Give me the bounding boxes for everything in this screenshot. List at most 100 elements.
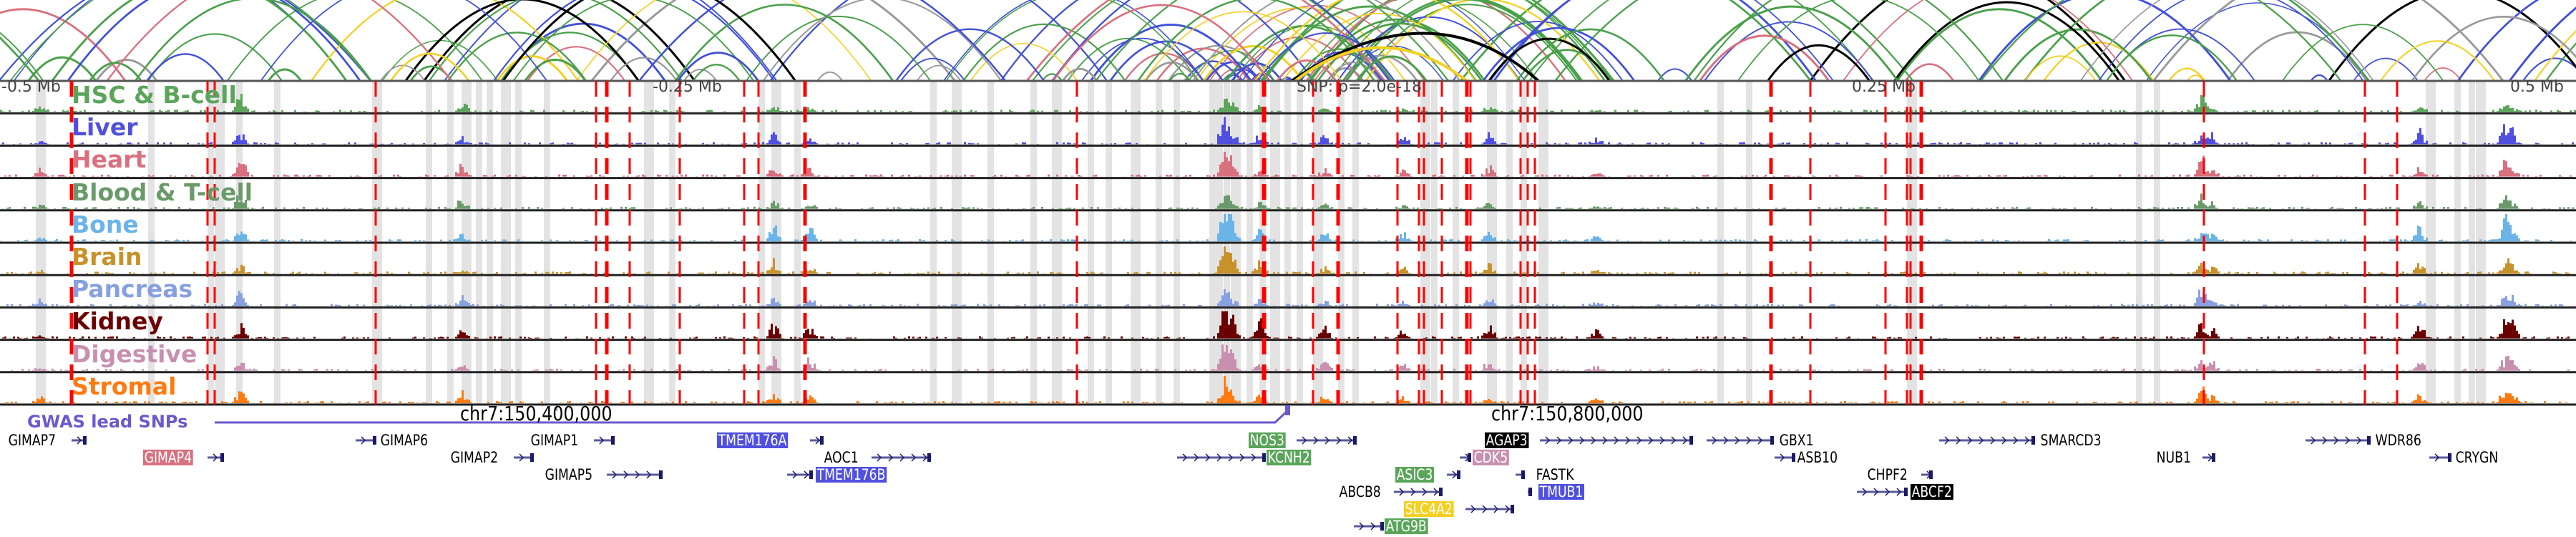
interaction-arc <box>1169 72 1191 82</box>
strand-arrow <box>1636 436 1642 445</box>
gene-label[interactable]: TMEM176B <box>816 466 887 483</box>
gene-exon <box>1521 470 1525 479</box>
strand-arrow <box>1926 470 1932 479</box>
interaction-arc <box>576 0 872 82</box>
strand-arrow <box>1614 436 1619 445</box>
strand-arrow <box>612 470 618 479</box>
gene-label[interactable]: SLC4A2 <box>1404 500 1454 518</box>
strand-arrow <box>1194 453 1199 462</box>
strand-arrow <box>2434 453 2440 462</box>
strand-arrow <box>519 453 525 462</box>
axis-tick: 0.25 Mb <box>1852 78 1916 96</box>
strand-arrow <box>1579 436 1585 445</box>
gene-exon <box>927 453 931 462</box>
strand-arrow <box>911 453 917 462</box>
interaction-arc <box>147 33 283 82</box>
track-label: Pancreas <box>72 275 193 304</box>
interaction-arc <box>2509 6 2576 82</box>
gene-exon <box>611 436 615 445</box>
gene-label[interactable]: CRYGN <box>2455 449 2499 466</box>
strand-arrow <box>1239 453 1245 462</box>
track-label: Digestive <box>72 339 197 368</box>
interaction-arc <box>0 32 44 82</box>
gene-label[interactable]: CDK5 <box>1473 449 1509 466</box>
strand-arrow <box>1359 522 1365 531</box>
strand-arrow <box>1735 436 1740 445</box>
gene-label[interactable]: TMEM176A <box>717 432 789 449</box>
gwas-snp-link <box>215 405 1289 424</box>
signal-track <box>0 151 2576 180</box>
interaction-arc <box>945 0 1199 82</box>
gene-label[interactable]: AOC1 <box>824 449 859 466</box>
strand-arrow <box>1216 453 1222 462</box>
interaction-arc <box>2380 40 2496 82</box>
interaction-arc <box>1345 0 1581 82</box>
gene-label[interactable]: GIMAP5 <box>545 466 593 483</box>
strand-arrow <box>646 470 652 479</box>
interaction-arc <box>1452 21 1624 82</box>
interaction-arc <box>1144 62 1199 82</box>
interaction-arc <box>674 4 894 82</box>
gene-exon <box>1528 488 1532 496</box>
interaction-arc <box>2522 57 2576 82</box>
gene-label[interactable]: ASIC3 <box>1395 466 1435 483</box>
gene-label[interactable]: FASTK <box>1536 466 1574 483</box>
gene-label[interactable]: WDR86 <box>2375 432 2421 449</box>
gene-exon <box>1380 522 1384 531</box>
coordinate-label: chr7:150,800,000 <box>1491 402 1644 425</box>
strand-arrow <box>2207 453 2213 462</box>
signal-track <box>0 289 2576 309</box>
interaction-arc <box>1000 0 1314 82</box>
gene-label[interactable]: GIMAP6 <box>380 432 429 449</box>
strand-arrow <box>1545 436 1551 445</box>
axis-tick: -0.25 Mb <box>653 78 722 96</box>
gene-label[interactable]: AGAP3 <box>1485 432 1529 449</box>
interaction-arc <box>1326 62 1381 82</box>
strand-arrow <box>1591 436 1596 445</box>
gene-label[interactable]: GBX1 <box>1779 432 1814 449</box>
strand-arrow <box>1967 436 1973 445</box>
strand-arrow <box>2311 436 2316 445</box>
gene-exon <box>1457 470 1460 479</box>
interaction-arc <box>638 0 1007 82</box>
gene-label[interactable]: TMUB1 <box>1538 483 1585 500</box>
gene-label[interactable]: GIMAP4 <box>143 449 193 466</box>
strand-arrow <box>899 453 905 462</box>
interaction-arc <box>1357 4 1578 82</box>
gene-label[interactable]: ATG9B <box>1385 518 1428 535</box>
strand-arrow <box>1568 436 1574 445</box>
gene-label[interactable]: GIMAP7 <box>8 432 57 449</box>
gene-label[interactable]: GIMAP2 <box>450 449 499 466</box>
interaction-arc <box>1488 37 1611 82</box>
interaction-arc <box>493 0 775 82</box>
gene-label[interactable]: ABCB8 <box>1339 483 1381 500</box>
gene-exon <box>1689 436 1693 445</box>
interaction-arc <box>2281 24 2444 82</box>
strand-arrow <box>1182 453 1188 462</box>
interaction-arc <box>1225 25 1385 82</box>
interaction-arc <box>1699 34 1830 82</box>
gene-label[interactable]: ABCF2 <box>1911 483 1953 500</box>
gene-label[interactable]: GIMAP1 <box>530 432 579 449</box>
gene-label[interactable]: SMARCD3 <box>2040 432 2102 449</box>
gene-label[interactable]: NUB1 <box>2156 449 2191 466</box>
gene-label[interactable]: KCNH2 <box>1267 449 1312 466</box>
strand-arrow <box>1465 453 1470 462</box>
interaction-arc <box>379 64 426 82</box>
interaction-arc <box>2024 0 2370 82</box>
gene-label[interactable]: CHPF2 <box>1867 466 1908 483</box>
gene-exon <box>2212 453 2215 462</box>
strand-arrow <box>1470 505 1476 513</box>
gene-label[interactable]: NOS3 <box>1249 432 1286 449</box>
strand-arrow <box>1712 436 1717 445</box>
gene-exon <box>809 470 813 479</box>
interaction-arc <box>746 15 932 82</box>
interaction-arc <box>1156 47 1250 82</box>
interaction-arc <box>1095 0 1450 82</box>
gene-label[interactable]: ASB10 <box>1797 449 1838 466</box>
interaction-arc <box>1137 0 1375 82</box>
strand-arrow <box>623 470 629 479</box>
interaction-arc <box>900 57 966 82</box>
interaction-arc <box>1737 0 1980 82</box>
strand-arrow <box>1780 453 1785 462</box>
